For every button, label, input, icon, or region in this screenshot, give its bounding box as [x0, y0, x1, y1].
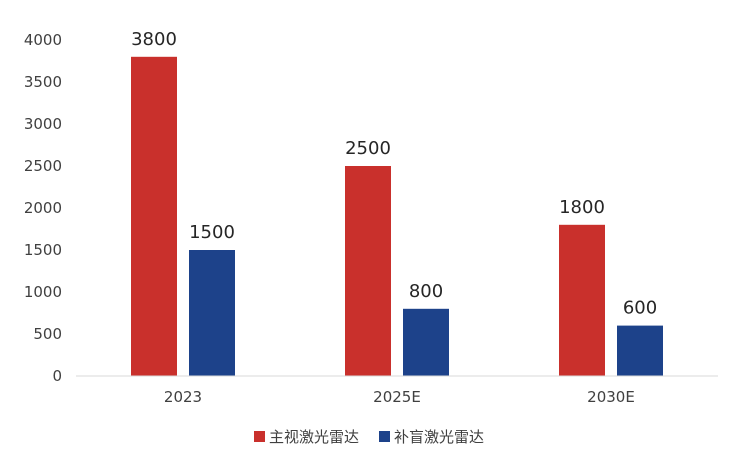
- bar-primary-2030E: [559, 224, 605, 376]
- legend-label: 补盲激光雷达: [394, 428, 484, 446]
- bar-primary-2023: [131, 56, 177, 377]
- x-tick-label: 2023: [164, 388, 202, 406]
- data-label: 3800: [131, 29, 177, 50]
- data-label: 2500: [345, 138, 391, 159]
- bar-blindspot-2023: [189, 250, 235, 376]
- bar-blindspot-2025E: [403, 308, 449, 376]
- x-tick-label: 2030E: [587, 388, 635, 406]
- legend-swatch: [379, 431, 390, 442]
- data-label: 800: [409, 281, 443, 302]
- y-tick-label: 4000: [24, 31, 62, 49]
- data-label: 1800: [559, 197, 605, 218]
- bar-group: [131, 56, 663, 377]
- data-label: 600: [623, 298, 657, 319]
- data-labels: 3800 1500 2500 800 1800 600: [131, 29, 657, 319]
- y-tick-label: 1000: [24, 283, 62, 301]
- x-axis: 2023 2025E 2030E: [76, 375, 718, 406]
- y-tick-label: 500: [33, 325, 62, 343]
- y-tick-label: 3000: [24, 115, 62, 133]
- y-tick-label: 3500: [24, 73, 62, 91]
- x-tick-label: 2025E: [373, 388, 421, 406]
- legend: 主视激光雷达 补盲激光雷达: [254, 428, 484, 446]
- y-tick-label: 2000: [24, 199, 62, 217]
- y-tick-label: 1500: [24, 241, 62, 259]
- y-tick-label: 0: [52, 367, 62, 385]
- bar-blindspot-2030E: [617, 325, 663, 376]
- bar-primary-2025E: [345, 166, 391, 376]
- legend-swatch: [254, 431, 265, 442]
- legend-label: 主视激光雷达: [269, 428, 359, 446]
- data-label: 1500: [189, 222, 235, 243]
- y-tick-label: 2500: [24, 157, 62, 175]
- y-axis: 0 500 1000 1500 2000 2500 3000 3500 4000: [24, 31, 62, 385]
